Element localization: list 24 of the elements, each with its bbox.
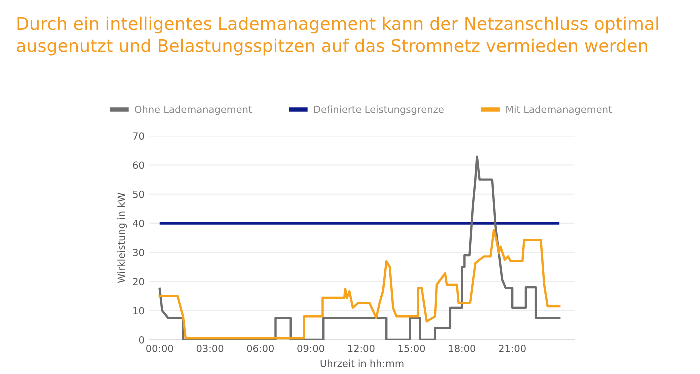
legend-label: Definierte Leistungsgrenze [314, 106, 444, 116]
line-series [158, 229, 561, 340]
y-tick-label: 0 [139, 336, 144, 344]
x-tick-label: 18:00 [449, 345, 476, 352]
line-series [158, 156, 561, 340]
x-tick-label: 03:00 [196, 345, 224, 352]
y-tick-label: 50 [133, 190, 144, 198]
x-tick-label: 09:00 [298, 345, 324, 352]
legend-label: Mit Lademanagement [506, 106, 612, 116]
x-tick-label: 21:00 [499, 345, 526, 352]
y-tick-label: 60 [133, 162, 144, 170]
x-axis-title: Uhrzeit in hh:mm [320, 360, 404, 368]
chart-title: Durch ein intelligentes Lademanagement kann der Netzanschluss optimal ausgenutzt und Belastungsspitzen auf das Stromnetz vermieden werden [17, 16, 658, 56]
x-tick-label: 00:00 [146, 345, 174, 352]
y-tick-label: 70 [133, 132, 144, 140]
y-tick-label: 30 [133, 249, 144, 256]
y-axis-title: Wirkleistung in kW [118, 192, 128, 284]
y-tick-label: 10 [134, 307, 144, 315]
x-tick-label: 15:00 [398, 345, 426, 352]
x-tick-label: 06:00 [247, 345, 274, 352]
legend-label: Ohne Lademanagement [135, 106, 252, 116]
y-tick-label: 20 [133, 278, 144, 286]
x-tick-label: 12:00 [348, 345, 375, 352]
y-tick-label: 40 [133, 220, 144, 228]
